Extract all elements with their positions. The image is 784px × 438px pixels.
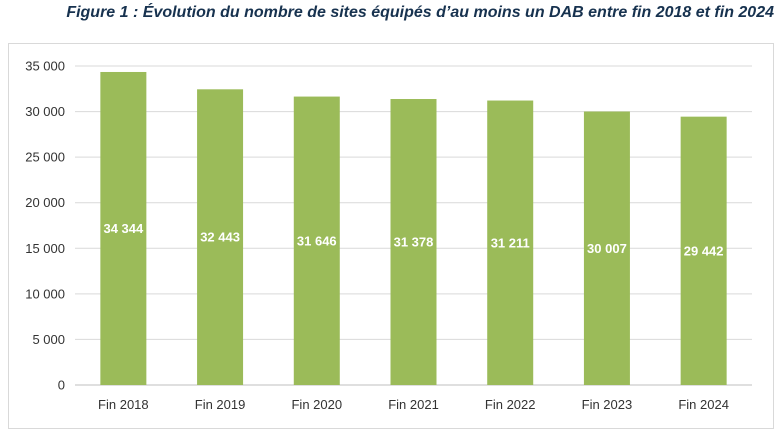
data-label: 32 443	[200, 230, 240, 245]
y-tick-label: 25 000	[25, 150, 65, 165]
data-label: 31 211	[491, 235, 530, 250]
data-label: 31 378	[394, 235, 434, 250]
bar	[680, 116, 727, 386]
bar	[100, 71, 147, 385]
bar	[293, 96, 340, 386]
x-tick-label: Fin 2018	[98, 397, 149, 412]
x-tick-label: Fin 2022	[485, 397, 536, 412]
data-label: 34 344	[103, 221, 144, 236]
figure-caption: Figure 1 : Évolution du nombre de sites …	[66, 4, 774, 21]
x-tick-label: Fin 2019	[195, 397, 246, 412]
bar	[197, 89, 244, 385]
y-tick-label: 15 000	[25, 241, 65, 256]
y-tick-label: 35 000	[25, 59, 65, 74]
x-tick-label: Fin 2020	[291, 397, 342, 412]
bar	[487, 100, 534, 385]
y-tick-label: 5 000	[32, 332, 65, 347]
data-label: 29 442	[684, 243, 724, 258]
data-label: 30 007	[587, 241, 627, 256]
x-tick-label: Fin 2023	[582, 397, 633, 412]
y-tick-label: 10 000	[25, 286, 65, 301]
y-tick-label: 20 000	[25, 195, 65, 210]
x-tick-label: Fin 2021	[388, 397, 439, 412]
y-tick-label: 30 000	[25, 104, 65, 119]
y-tick-label: 0	[58, 378, 65, 393]
bar	[583, 111, 630, 385]
data-label: 31 646	[297, 233, 337, 248]
bar	[390, 99, 437, 386]
x-tick-label: Fin 2024	[678, 397, 729, 412]
